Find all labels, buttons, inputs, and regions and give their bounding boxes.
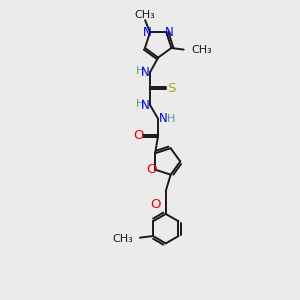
Text: CH₃: CH₃ <box>192 45 213 55</box>
Text: H: H <box>136 67 144 76</box>
Text: O: O <box>150 198 161 211</box>
Text: CH₃: CH₃ <box>112 234 134 244</box>
Text: O: O <box>146 163 156 176</box>
Text: N: N <box>140 98 149 112</box>
Text: H: H <box>136 99 144 109</box>
Text: S: S <box>167 82 176 95</box>
Text: N: N <box>159 112 168 125</box>
Text: N: N <box>143 26 152 39</box>
Text: H: H <box>167 114 176 124</box>
Text: N: N <box>164 26 173 39</box>
Text: O: O <box>133 129 144 142</box>
Text: N: N <box>140 66 149 79</box>
Text: CH₃: CH₃ <box>135 10 155 20</box>
